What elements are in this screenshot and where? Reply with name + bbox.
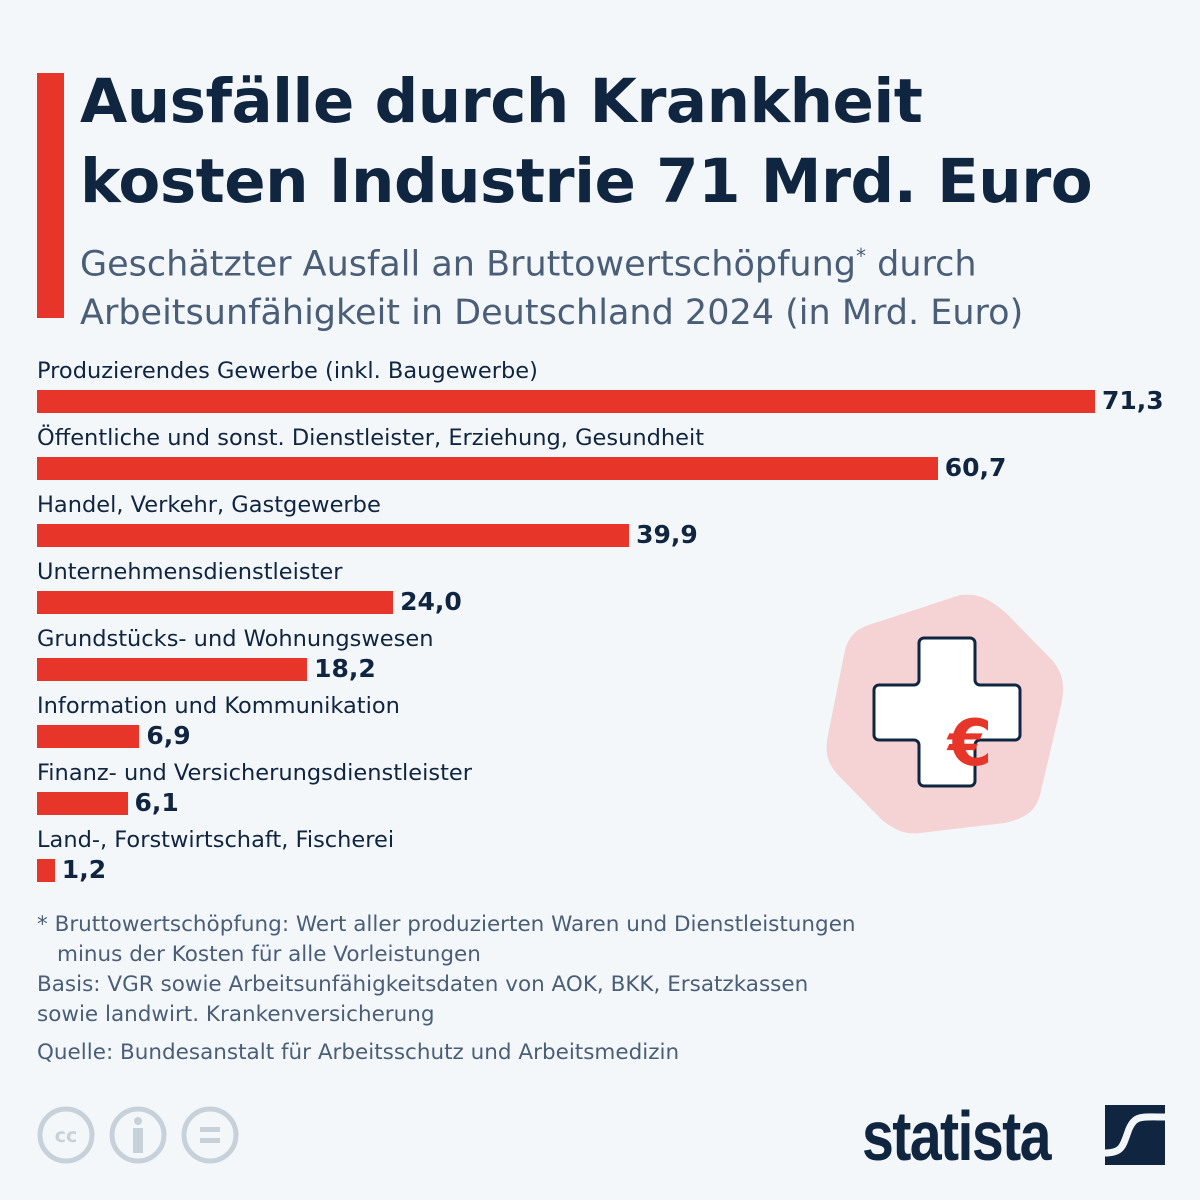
chart-title: Ausfälle durch Krankheit kosten Industri… [80,62,1093,222]
bar [37,591,394,614]
subtitle-line-2: Arbeitsunfähigkeit in Deutschland 2024 (… [80,292,1024,333]
notes: * Bruttowertschöpfung: Wert aller produz… [37,910,856,1068]
value-label: 39,9 [636,520,698,549]
svg-text:cc: cc [55,1125,78,1147]
statista-logo[interactable]: statista [862,1097,1052,1175]
category-label: Unternehmensdienstleister [37,559,343,585]
subtitle-line-1: Geschätzter Ausfall an Bruttowertschöpfu… [80,232,1023,289]
subtitle-text-end: durch [866,244,977,285]
cc-icon[interactable]: cc [36,1105,96,1165]
statista-logo-mark-icon [1105,1105,1165,1165]
footnote: * Bruttowertschöpfung: Wert aller produz… [37,912,856,937]
bar [37,390,1095,413]
basis-note: Basis: VGR sowie Arbeitsunfähigkeitsdate… [37,972,809,997]
footnote-marker: * [856,244,866,268]
bar [37,859,55,882]
title-line-2: kosten Industrie 71 Mrd. Euro [80,146,1093,217]
value-label: 6,1 [134,788,179,817]
value-label: 24,0 [400,587,462,616]
footnote-cont: minus der Kosten für alle Vorleistungen [57,942,481,967]
bar [37,457,938,480]
value-label: 1,2 [61,855,107,884]
title-accent-bar [37,73,64,318]
bar-chart: Produzierendes Gewerbe (inkl. Baugewerbe… [0,350,1200,890]
category-label: Handel, Verkehr, Gastgewerbe [37,492,381,518]
value-label: 71,3 [1102,386,1164,415]
medical-cross-euro-icon: € [826,594,1064,834]
bar [37,725,140,748]
category-label: Grundstücks- und Wohnungswesen [37,626,434,652]
subtitle-text: Geschätzter Ausfall an Bruttowertschöpfu… [80,244,856,285]
chart-subtitle: Geschätzter Ausfall an Bruttowertschöpfu… [80,232,1023,337]
basis-note-cont: sowie landwirt. Krankenversicherung [37,1002,435,1027]
title-line-1: Ausfälle durch Krankheit [80,66,923,137]
bar [37,524,630,547]
nd-icon[interactable] [180,1105,240,1165]
category-label: Land-, Forstwirtschaft, Fischerei [37,827,395,853]
source-note: Quelle: Bundesanstalt für Arbeitsschutz … [37,1040,680,1065]
category-label: Information und Kommunikation [37,693,400,719]
value-label: 60,7 [944,453,1007,482]
bar [37,658,308,681]
bar [37,792,128,815]
value-label: 6,9 [146,721,191,750]
by-icon[interactable] [108,1105,168,1165]
category-label: Produzierendes Gewerbe (inkl. Baugewerbe… [37,358,538,384]
category-label: Finanz- und Versicherungsdienstleister [37,760,473,786]
svg-text:€: € [946,707,993,781]
category-label: Öffentliche und sonst. Dienstleister, Er… [37,425,705,451]
value-label: 18,2 [314,654,376,683]
